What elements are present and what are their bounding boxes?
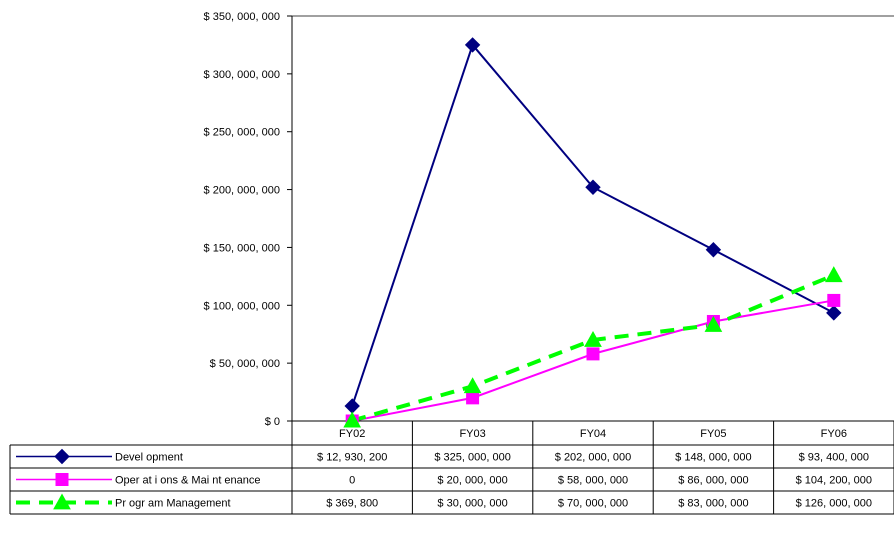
data-table-cell: $ 86, 000, 000: [678, 475, 748, 487]
legend-key-marker-1: [54, 448, 70, 465]
data-table-cell: $ 12, 930, 200: [317, 452, 387, 464]
x-category-label: FY03: [459, 428, 485, 440]
data-point-series-2: [466, 391, 480, 405]
data-table-cell: $ 20, 000, 000: [437, 475, 507, 487]
data-point-series-1: [464, 37, 481, 53]
x-category-label: FY04: [580, 428, 606, 440]
legend-key-marker-3: [53, 493, 71, 510]
y-tick-label: $ 0: [265, 416, 280, 428]
data-table-cell: $ 70, 000, 000: [558, 498, 628, 510]
data-point-series-1: [344, 398, 360, 414]
data-point-series-2: [586, 347, 600, 361]
y-tick-label: $ 250, 000, 000: [204, 127, 280, 139]
data-table-cell: $ 126, 000, 000: [796, 498, 872, 510]
data-table-cell: $ 369, 800: [326, 498, 378, 510]
data-table-cell: $ 30, 000, 000: [437, 498, 507, 510]
data-table-cell: 0: [349, 475, 355, 487]
series-line-2: [352, 299, 834, 422]
data-table-cell: $ 58, 000, 000: [558, 475, 628, 487]
data-table-cell: $ 93, 400, 000: [799, 452, 869, 464]
y-tick-label: $ 300, 000, 000: [204, 69, 280, 81]
data-table-cell: $ 325, 000, 000: [434, 452, 510, 464]
legend-series-name: Oper at i ons & Mai nt enance: [115, 475, 261, 487]
data-table-cell: $ 148, 000, 000: [675, 452, 751, 464]
data-point-series-2: [827, 293, 841, 307]
legend-series-name: Devel opment: [115, 452, 183, 464]
y-tick-label: $ 200, 000, 000: [204, 185, 280, 197]
y-tick-label: $ 50, 000, 000: [210, 358, 280, 370]
data-table-cell: $ 104, 200, 000: [796, 475, 872, 487]
data-point-series-3: [824, 266, 843, 283]
x-category-label: FY06: [821, 428, 847, 440]
data-point-series-3: [704, 315, 723, 332]
y-tick-label: $ 150, 000, 000: [204, 242, 280, 254]
data-point-series-3: [463, 377, 482, 394]
data-point-series-3: [343, 411, 362, 428]
x-category-label: FY02: [339, 428, 365, 440]
data-table-cell: $ 202, 000, 000: [555, 452, 631, 464]
data-point-series-1: [585, 179, 601, 195]
data-point-series-3: [584, 330, 602, 347]
data-table-cell: $ 83, 000, 000: [678, 498, 748, 510]
data-point-series-1: [705, 242, 722, 258]
y-tick-label: $ 100, 000, 000: [204, 300, 280, 312]
y-tick-label: $ 350, 000, 000: [204, 11, 280, 23]
legend-key-marker-2: [55, 473, 69, 486]
x-category-label: FY05: [700, 428, 726, 440]
legend-series-name: Pr ogr am Management: [115, 498, 231, 510]
data-point-series-1: [826, 305, 842, 321]
